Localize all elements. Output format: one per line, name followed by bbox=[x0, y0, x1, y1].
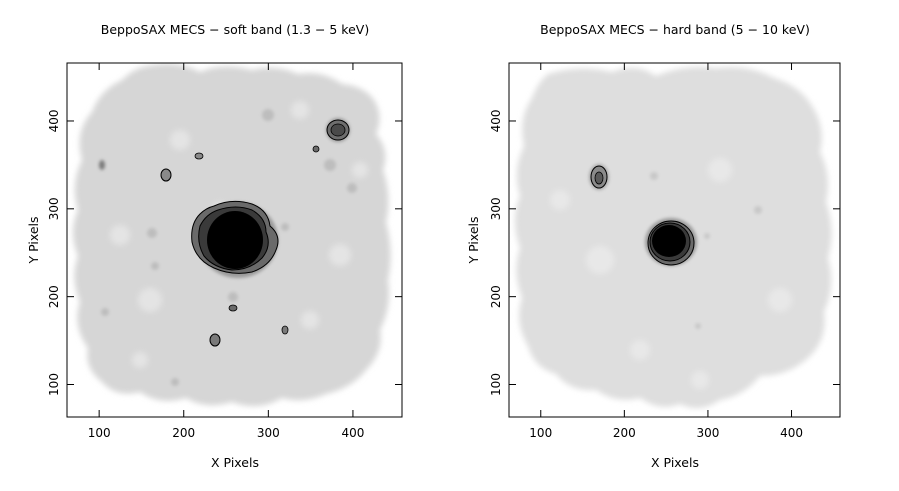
source-upper-right-core bbox=[330, 123, 346, 137]
source-lower bbox=[209, 333, 221, 347]
hard-band-title: BeppoSAX MECS − hard band (5 − 10 keV) bbox=[540, 22, 810, 37]
hard-band-y-tick-label: 300 bbox=[489, 197, 503, 220]
hard-band-x-tick-label: 400 bbox=[780, 426, 803, 440]
soft-band-axes-frame bbox=[66, 62, 403, 418]
hard-band-y-tick-label: 400 bbox=[489, 110, 503, 133]
hard-band-ticks: 100 200 300 400 100 200 300 400 bbox=[489, 63, 840, 440]
source-right-small bbox=[312, 145, 320, 153]
hard-band-x-tick-label: 300 bbox=[696, 426, 719, 440]
soft-band-y-tick-label: 100 bbox=[47, 373, 61, 396]
main-source-core bbox=[207, 211, 263, 269]
source-lower-right bbox=[281, 325, 289, 335]
soft-band-x-axis-label: X Pixels bbox=[211, 455, 259, 470]
hard-band-mottling bbox=[550, 158, 792, 389]
hard-main-source-core bbox=[652, 225, 686, 257]
hard-band-x-tick-label: 100 bbox=[529, 426, 552, 440]
source-upper-mid bbox=[194, 152, 204, 160]
soft-band-y-tick-label: 200 bbox=[47, 285, 61, 308]
soft-band-title: BeppoSAX MECS − soft band (1.3 − 5 keV) bbox=[101, 22, 369, 37]
hard-band-x-axis-label: X Pixels bbox=[651, 455, 699, 470]
soft-band-x-tick-label: 100 bbox=[88, 426, 111, 440]
source-far-left bbox=[99, 160, 105, 170]
hard-band-axes-frame bbox=[508, 62, 841, 418]
hard-band-panel: BeppoSAX MECS − hard band (5 − 10 keV) bbox=[466, 22, 841, 470]
soft-band-ticks: 100 200 300 400 100 200 300 400 bbox=[47, 63, 402, 440]
soft-band-patches bbox=[101, 109, 357, 386]
source-mid-low bbox=[228, 304, 238, 312]
hard-band-patches bbox=[650, 172, 762, 329]
hard-band-sources bbox=[589, 164, 697, 266]
soft-band-x-tick-label: 300 bbox=[257, 426, 280, 440]
hard-band-y-tick-label: 100 bbox=[489, 373, 503, 396]
soft-band-y-axis-label: Y Pixels bbox=[26, 216, 41, 264]
hard-band-x-tick-label: 200 bbox=[613, 426, 636, 440]
soft-band-x-tick-label: 400 bbox=[341, 426, 364, 440]
hard-band-y-axis-label: Y Pixels bbox=[466, 216, 481, 264]
hard-source-left-contour-inner bbox=[594, 171, 604, 185]
source-left-contour bbox=[160, 168, 172, 182]
soft-band-y-tick-label: 300 bbox=[47, 197, 61, 220]
soft-band-image bbox=[73, 64, 391, 407]
soft-band-x-tick-label: 200 bbox=[172, 426, 195, 440]
soft-band-y-tick-label: 400 bbox=[47, 110, 61, 133]
hard-band-image bbox=[515, 67, 832, 409]
soft-band-panel: BeppoSAX MECS − soft band (1.3 − 5 keV) bbox=[26, 22, 403, 470]
hard-band-y-tick-label: 200 bbox=[489, 285, 503, 308]
soft-band-sources bbox=[99, 118, 350, 347]
